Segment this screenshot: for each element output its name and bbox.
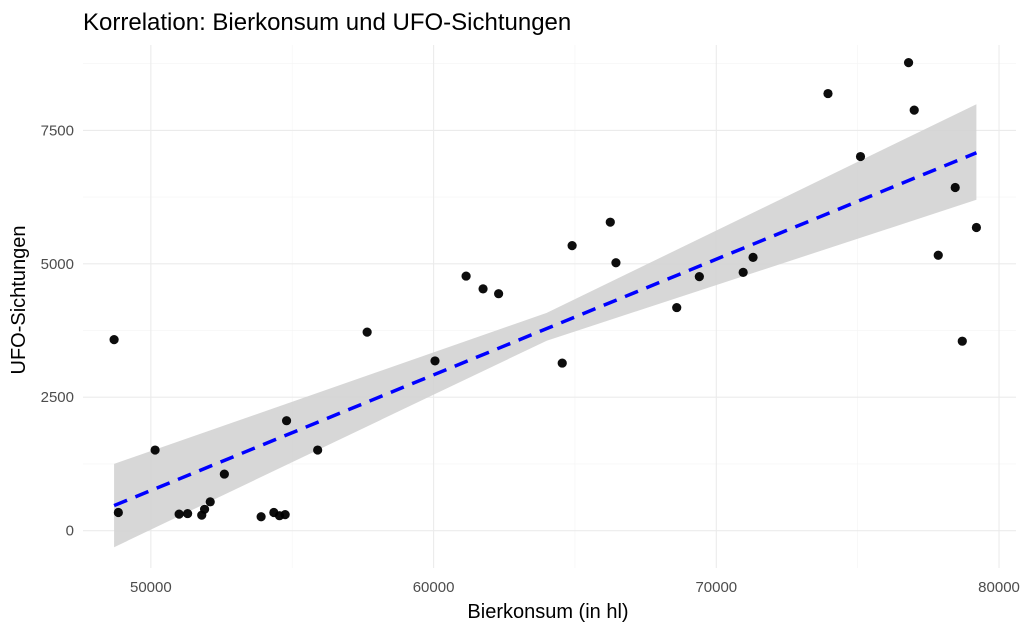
scatter-point bbox=[738, 267, 748, 277]
x-axis-ticks: 50000 60000 70000 80000 bbox=[130, 579, 1020, 596]
y-tick-label: 2500 bbox=[41, 389, 74, 406]
scatter-point bbox=[362, 327, 372, 337]
scatter-point bbox=[313, 445, 323, 455]
scatter-point bbox=[903, 58, 914, 68]
scatter-point bbox=[150, 445, 160, 455]
scatter-point bbox=[113, 507, 123, 518]
scatter-point bbox=[855, 151, 866, 162]
x-tick-label: 60000 bbox=[413, 579, 455, 596]
scatter-point bbox=[281, 416, 292, 426]
y-axis-ticks: 0 2500 5000 7500 bbox=[41, 122, 74, 539]
scatter-point bbox=[183, 508, 193, 519]
scatter-point bbox=[748, 252, 758, 263]
scatter-point bbox=[478, 284, 488, 294]
y-tick-label: 0 bbox=[66, 523, 74, 540]
confidence-band bbox=[114, 104, 977, 548]
scatter-point bbox=[430, 356, 440, 366]
x-tick-label: 80000 bbox=[978, 579, 1020, 596]
x-axis-label: Bierkonsum (in hl) bbox=[467, 601, 628, 623]
major-gridlines bbox=[83, 45, 1016, 568]
scatter-point bbox=[567, 241, 577, 251]
scatter-point bbox=[672, 302, 682, 313]
scatter-point bbox=[950, 182, 960, 193]
scatter-point bbox=[280, 510, 290, 520]
scatter-point bbox=[933, 250, 943, 260]
scatter-point bbox=[557, 358, 567, 368]
trend-line-path bbox=[113, 151, 978, 508]
scatter-point bbox=[461, 271, 471, 281]
scatter-point bbox=[256, 512, 266, 522]
scatter-point bbox=[174, 509, 184, 519]
scatter-point bbox=[971, 222, 982, 233]
scatter-point bbox=[219, 469, 229, 479]
x-tick-label: 70000 bbox=[695, 579, 737, 596]
scatter-point bbox=[605, 217, 615, 227]
y-axis-label: UFO-Sichtungen bbox=[8, 226, 30, 375]
scatter-point bbox=[611, 258, 621, 268]
confidence-band-area bbox=[114, 104, 977, 548]
scatter-point bbox=[205, 497, 215, 507]
scatter-point bbox=[494, 289, 504, 299]
x-tick-label: 50000 bbox=[130, 579, 172, 596]
scatter-point bbox=[823, 88, 833, 99]
trend-line bbox=[113, 151, 978, 508]
chart-title: Korrelation: Bierkonsum und UFO-Sichtung… bbox=[83, 9, 571, 36]
data-points bbox=[109, 58, 982, 522]
y-tick-label: 7500 bbox=[41, 122, 74, 139]
scatter-point bbox=[957, 336, 967, 346]
scatter-point bbox=[909, 105, 919, 115]
scatter-point bbox=[199, 504, 210, 514]
scatter-point bbox=[694, 272, 704, 282]
y-tick-label: 5000 bbox=[41, 256, 74, 273]
scatter-point bbox=[109, 334, 119, 345]
